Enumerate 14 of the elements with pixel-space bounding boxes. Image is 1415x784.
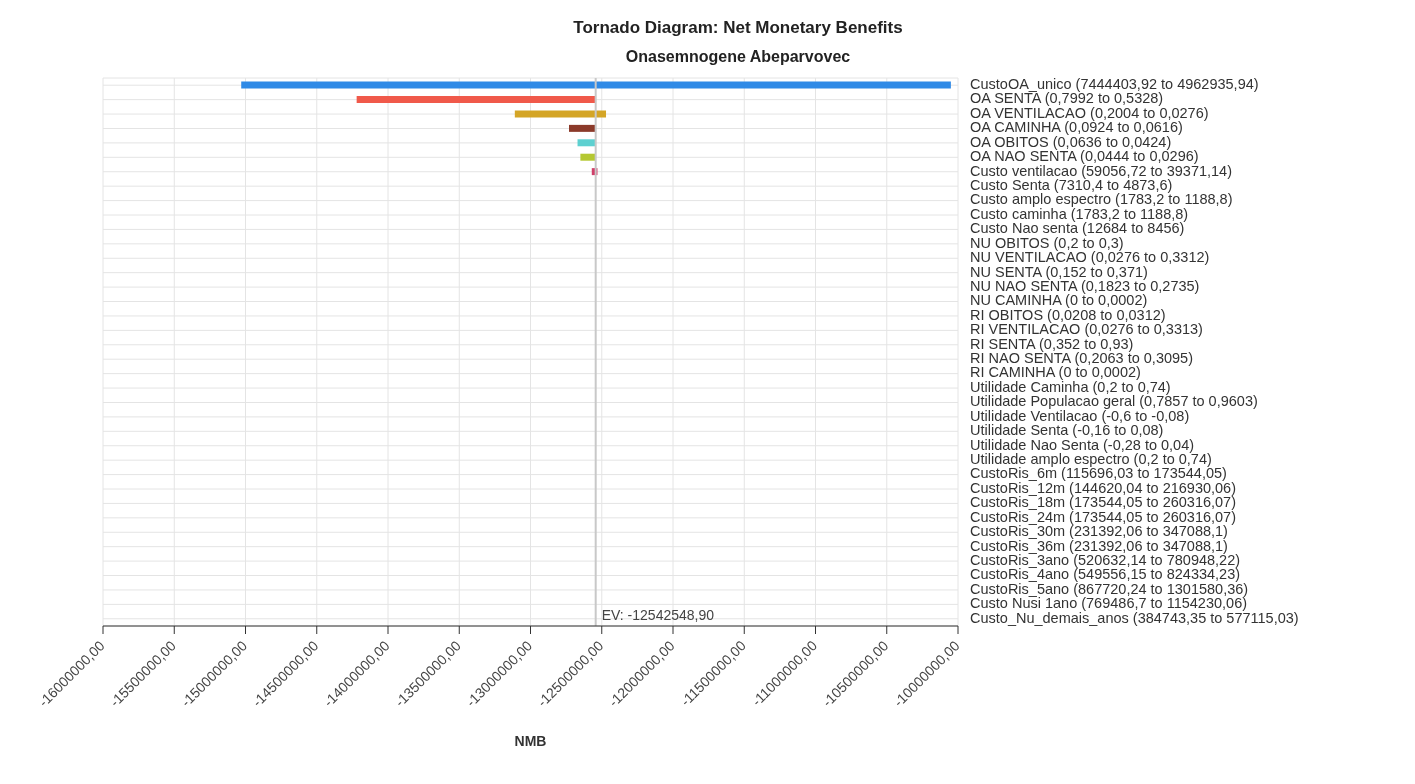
y-tick-label: OA CAMINHA (0,0924 to 0,0616) (970, 119, 1183, 136)
y-tick-label: Utilidade Populacao geral (0,7857 to 0,9603) (970, 393, 1258, 410)
chart-title: Tornado Diagram: Net Monetary Benefits (572, 18, 904, 38)
x-axis-title: NMB (514, 733, 547, 749)
y-tick-label: CustoRis_18m (173544,05 to 260316,07) (970, 494, 1237, 511)
y-tick-label: CustoRis_4ano (549556,15 to 824334,23) (970, 566, 1241, 583)
y-tick-label: OA NAO SENTA (0,0444 to 0,0296) (970, 148, 1199, 165)
y-tick-label: CustoOA_unico (7444403,92 to 4962935,94) (970, 76, 1259, 93)
ref-line-label: EV: -12542548,90 (601, 607, 715, 623)
y-tick-label: NU VENTILACAO (0,0276 to 0,3312) (970, 249, 1210, 266)
y-tick-label: CustoRis_30m (231392,06 to 347088,1) (970, 523, 1228, 540)
y-tick-label: RI VENTILACAO (0,0276 to 0,3313) (970, 321, 1203, 338)
y-tick-label: Utilidade Senta (-0,16 to 0,08) (970, 422, 1164, 439)
chart-subtitle: Onasemnogene Abeparvovec (624, 48, 852, 66)
